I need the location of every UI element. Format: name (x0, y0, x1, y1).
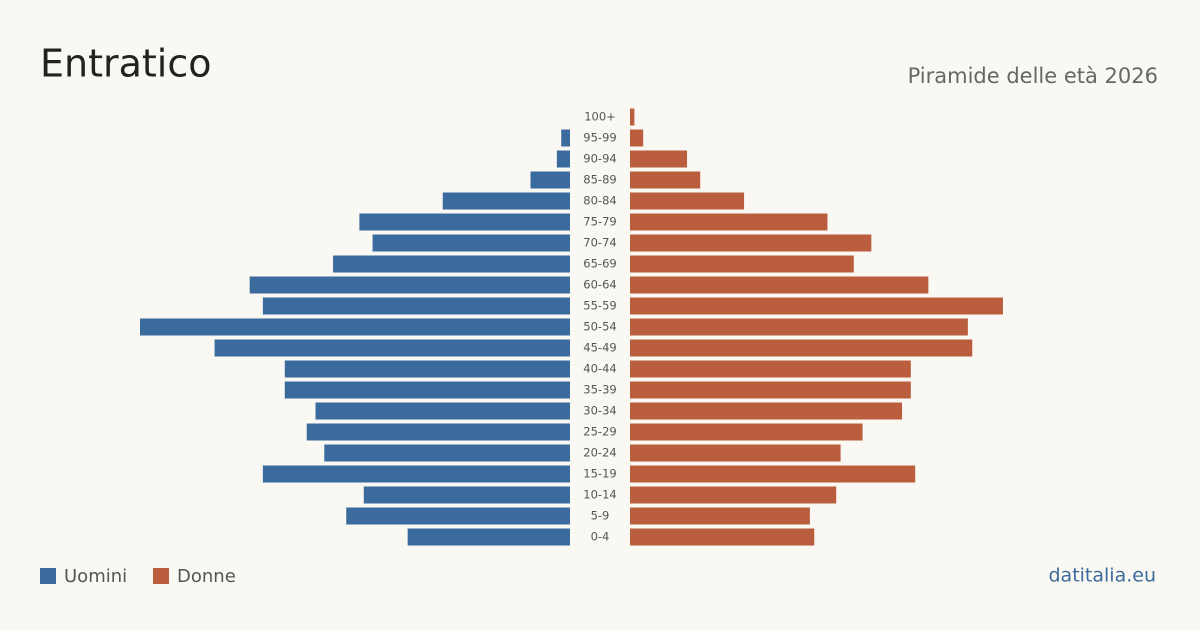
bar-female (630, 297, 1003, 315)
bar-female (630, 528, 815, 546)
bar-male (530, 171, 570, 189)
age-label: 90-94 (583, 152, 616, 166)
bar-male (284, 381, 570, 399)
age-label: 80-84 (583, 194, 616, 208)
bar-female (630, 213, 828, 231)
age-label: 45-49 (583, 341, 616, 355)
bar-male (359, 213, 570, 231)
bar-female (630, 486, 837, 504)
age-label: 10-14 (583, 488, 616, 502)
bar-female (630, 465, 916, 483)
legend-swatch (40, 568, 56, 584)
bar-male (214, 339, 570, 357)
bar-female (630, 381, 911, 399)
bar-female (630, 150, 688, 168)
bar-male (324, 444, 570, 462)
bar-female (630, 192, 745, 210)
bar-male (346, 507, 570, 525)
bar-male (333, 255, 570, 273)
bar-male (262, 465, 570, 483)
age-label: 35-39 (583, 383, 616, 397)
bar-male (556, 150, 570, 168)
age-label: 55-59 (583, 299, 616, 313)
bar-female (630, 444, 841, 462)
bar-male (372, 234, 570, 252)
bar-male (284, 360, 570, 378)
bar-female (630, 402, 903, 420)
legend-label: Donne (177, 566, 236, 587)
bar-female (630, 423, 863, 441)
bar-female (630, 129, 644, 147)
age-label: 65-69 (583, 257, 616, 271)
legend-swatch (153, 568, 169, 584)
bar-male (262, 297, 570, 315)
bar-male (315, 402, 570, 420)
bar-female (630, 276, 929, 294)
age-label: 30-34 (583, 404, 616, 418)
age-label: 40-44 (583, 362, 616, 376)
bar-female (630, 255, 854, 273)
legend-label: Uomini (64, 566, 127, 587)
age-label: 25-29 (583, 425, 616, 439)
bar-male (306, 423, 570, 441)
bar-female (630, 360, 911, 378)
bar-male (442, 192, 570, 210)
age-label: 5-9 (591, 509, 610, 523)
age-label: 85-89 (583, 173, 616, 187)
age-label: 60-64 (583, 278, 616, 292)
age-label: 75-79 (583, 215, 616, 229)
age-label: 15-19 (583, 467, 616, 481)
age-label: 20-24 (583, 446, 616, 460)
age-label: 50-54 (583, 320, 616, 334)
age-label: 70-74 (583, 236, 616, 250)
source: datitalia.eu (1049, 565, 1157, 587)
age-label: 100+ (584, 110, 616, 124)
age-label: 0-4 (591, 530, 610, 544)
bar-female (630, 339, 973, 357)
bar-female (630, 171, 701, 189)
bar-male (140, 318, 570, 336)
bar-male (363, 486, 570, 504)
chart-title: Entratico (40, 42, 212, 86)
chart-subtitle: Piramide delle età 2026 (908, 64, 1158, 88)
age-label: 95-99 (583, 131, 616, 145)
bar-female (630, 318, 968, 336)
bar-female (630, 507, 810, 525)
bar-female (630, 108, 635, 126)
bar-male (561, 129, 570, 147)
bar-female (630, 234, 872, 252)
bar-male (407, 528, 570, 546)
bar-male (249, 276, 570, 294)
